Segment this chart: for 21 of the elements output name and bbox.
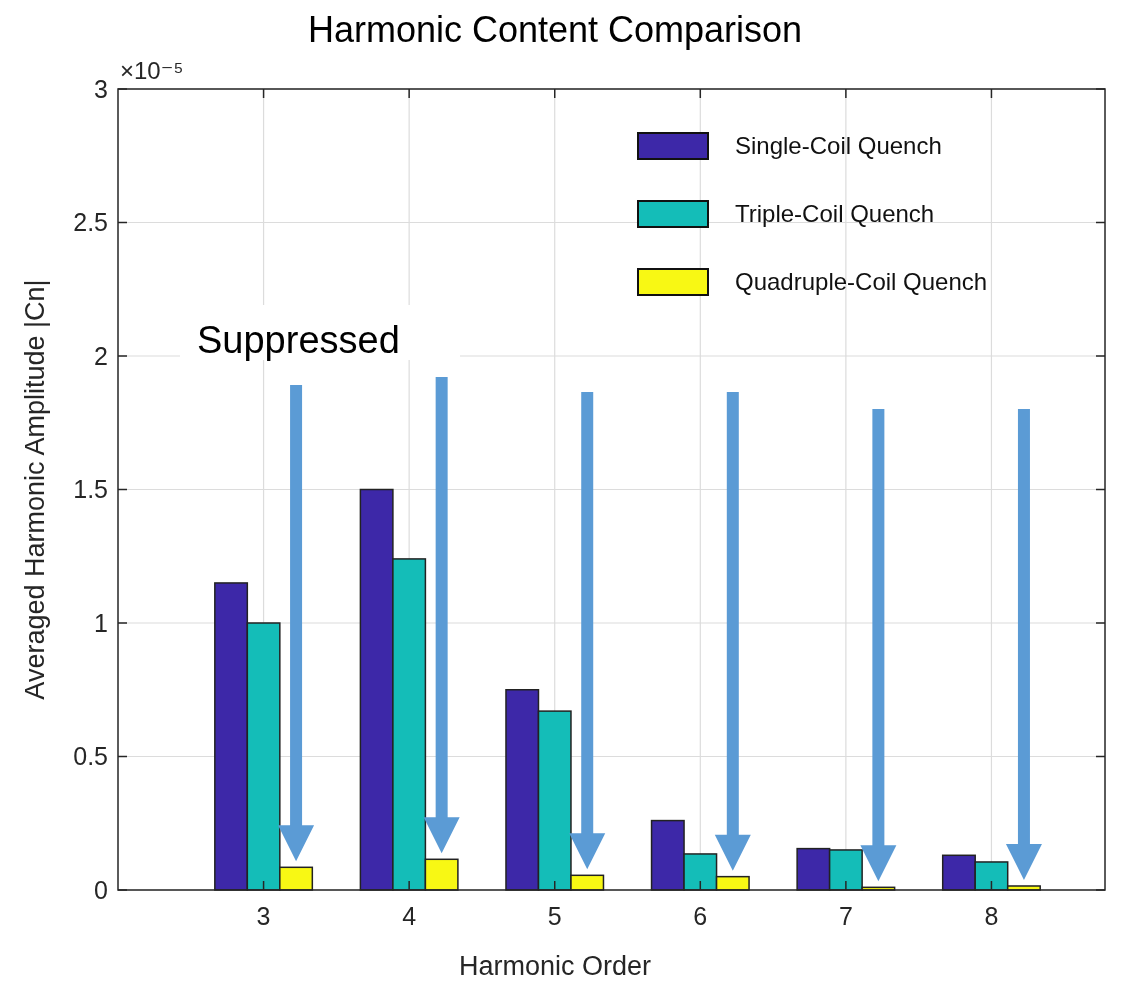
y-axis-title: Averaged Harmonic Amplitude |Cn| bbox=[20, 279, 50, 700]
y-tick-label: 0.5 bbox=[73, 742, 108, 771]
x-tick-label: 7 bbox=[838, 902, 853, 930]
x-tick-label: 6 bbox=[693, 902, 708, 930]
text: ×10⁻⁵ bbox=[120, 57, 184, 84]
x-tick-label: 5 bbox=[547, 902, 562, 930]
x-tick-label: 8 bbox=[984, 902, 999, 930]
x-tick-label: 3 bbox=[256, 902, 271, 930]
legend-label: Quadruple-Coil Quench bbox=[735, 268, 988, 296]
legend-label: Single-Coil Quench bbox=[735, 132, 942, 160]
y-tick-label: 1 bbox=[94, 608, 108, 637]
y-tick-label: 2 bbox=[94, 341, 108, 370]
legend-label: Triple-Coil Quench bbox=[735, 200, 935, 228]
y-tick-label: 2.5 bbox=[73, 208, 108, 237]
x-axis-title: Harmonic Order bbox=[458, 951, 652, 981]
annotation: Suppressed bbox=[197, 319, 400, 361]
y-tick-label: 0 bbox=[94, 875, 108, 904]
x-tick-label: 4 bbox=[402, 902, 417, 930]
y-tick-label: 1.5 bbox=[73, 475, 108, 504]
chart-title: Harmonic Content Comparison bbox=[307, 9, 803, 50]
y-tick-label: 3 bbox=[94, 74, 108, 103]
